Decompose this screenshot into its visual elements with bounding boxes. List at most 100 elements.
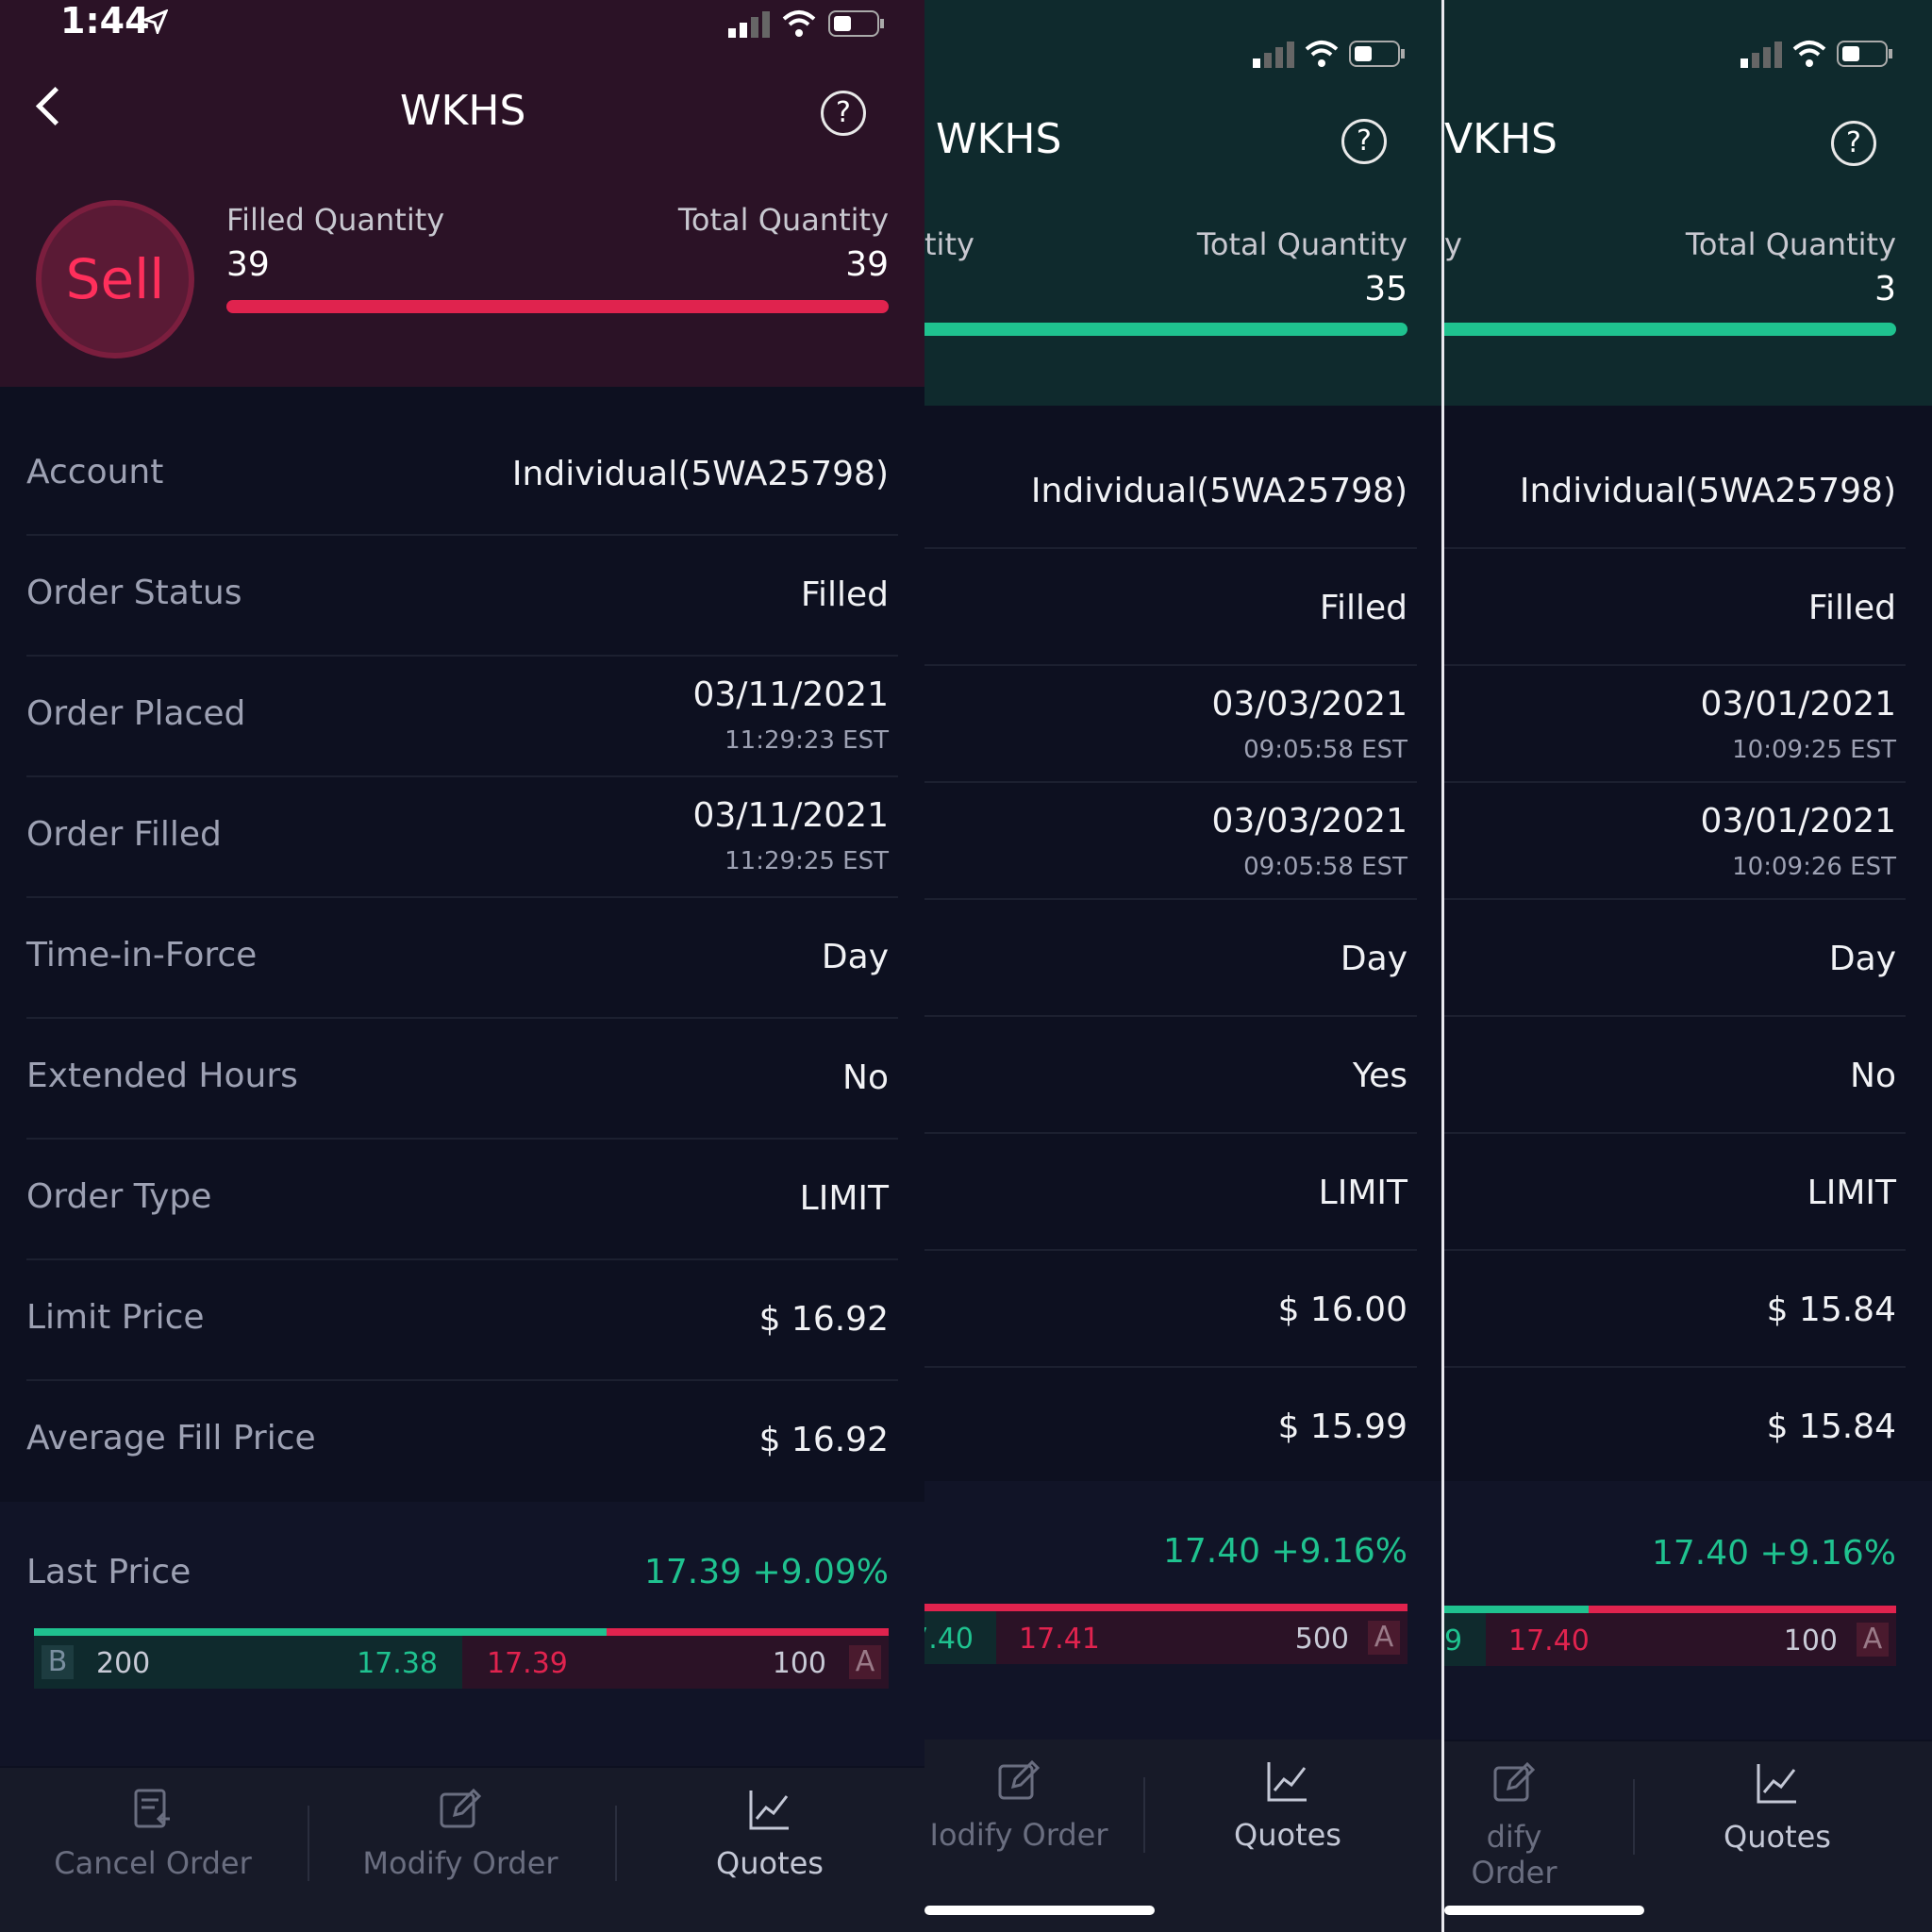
- fill-progress-bar: [924, 323, 1407, 336]
- ask-price: 17.39: [487, 1647, 568, 1680]
- row-account: Account Individual(5WA25798): [0, 415, 924, 536]
- row-divider: [1444, 1249, 1906, 1251]
- bid-size: 200: [96, 1647, 151, 1680]
- wifi-icon: [781, 9, 817, 38]
- quotes-label: Quotes: [1234, 1817, 1341, 1853]
- order-filled-date: 03/11/2021: [692, 796, 890, 835]
- average-fill-price-value: $ 15.84: [1766, 1407, 1896, 1446]
- order-filled-date: 03/01/2021: [1700, 802, 1897, 841]
- bid-price: 17.38: [357, 1647, 438, 1680]
- order-filled-date: 03/03/2021: [1211, 802, 1408, 841]
- last-price-value: 17.40 +9.16%: [1162, 1532, 1407, 1571]
- order-placed-time: 10:09:25 EST: [1732, 736, 1896, 764]
- order-detail-panel-sell: 1:44 WKHS ? Sell Filled Quantity 39 Tota…: [0, 0, 924, 1932]
- row-divider: [924, 898, 1417, 900]
- quote-section: 17.40 +9.16% 7.40 17.41 500 A: [924, 1481, 1443, 1740]
- account-value: Individual(5WA25798): [1030, 472, 1407, 510]
- battery-icon: [828, 9, 885, 38]
- ask-price: 17.40: [1508, 1624, 1590, 1657]
- bid-block: 7.40: [924, 1611, 996, 1664]
- row-limit-price: Limit Price $ 16.92: [0, 1260, 924, 1381]
- help-icon[interactable]: ?: [1341, 119, 1387, 164]
- chart-line-icon: [749, 1790, 789, 1830]
- bottom-action-bar: dify Order Quotes: [1444, 1741, 1932, 1932]
- order-status-value: Filled: [1319, 589, 1407, 627]
- home-indicator: [924, 1906, 1155, 1915]
- row-order-filled: Order Filled 03/11/2021 11:29:25 EST: [0, 777, 924, 898]
- location-arrow-icon: [141, 8, 169, 38]
- last-price-value: 17.39 +9.09%: [643, 1553, 889, 1591]
- limit-price-value: $ 16.92: [758, 1300, 889, 1339]
- wifi-icon: [1791, 40, 1827, 68]
- cancel-order-button[interactable]: Cancel Order: [38, 1787, 268, 1881]
- row-divider: [924, 547, 1417, 549]
- bid-ratio-fill: [1444, 1606, 1590, 1613]
- ask-size: 100: [772, 1647, 826, 1680]
- order-placed-date: 03/01/2021: [1700, 685, 1897, 724]
- row-divider: [1444, 664, 1906, 666]
- bid-block: 9: [1444, 1613, 1486, 1666]
- extended-hours-value: No: [842, 1058, 889, 1097]
- edit-icon: [1493, 1761, 1536, 1802]
- help-icon[interactable]: ?: [821, 91, 866, 136]
- row-order-status: Filled: [1444, 549, 1932, 666]
- quotes-button[interactable]: Quotes: [1179, 1758, 1396, 1853]
- row-order-filled: 03/01/2021 10:09:26 EST: [1444, 783, 1932, 900]
- row-divider: [924, 1249, 1417, 1251]
- order-placed-date: 03/11/2021: [692, 675, 890, 714]
- ask-tag: A: [1857, 1623, 1889, 1657]
- account-label: Account: [26, 453, 164, 491]
- row-order-type: LIMIT: [924, 1134, 1443, 1251]
- last-price-value: 17.40 +9.16%: [1651, 1534, 1896, 1573]
- modify-order-button[interactable]: Modify Order: [345, 1787, 575, 1881]
- row-divider: [1444, 1015, 1906, 1017]
- ask-block: 17.39 100 A: [462, 1636, 889, 1689]
- nav-divider: [615, 1806, 617, 1881]
- bottom-action-bar: Iodify Order Quotes: [924, 1740, 1443, 1932]
- total-quantity-value: 39: [845, 245, 889, 284]
- filled-quantity-label: Filled Quantity: [226, 202, 445, 238]
- ask-price: 17.41: [1019, 1623, 1100, 1656]
- total-quantity-label: Total Quantity: [1685, 226, 1896, 262]
- row-average-fill-price: $ 15.84: [1444, 1368, 1932, 1485]
- bid-ask-ratio-bar: [924, 1604, 1407, 1611]
- row-extended-hours: Extended Hours No: [0, 1019, 924, 1140]
- ask-size: 500: [1294, 1623, 1349, 1656]
- order-placed-time: 11:29:23 EST: [724, 726, 889, 755]
- row-order-filled: 03/03/2021 09:05:58 EST: [924, 783, 1443, 900]
- nav-divider: [1143, 1777, 1145, 1853]
- row-order-placed: 03/01/2021 10:09:25 EST: [1444, 666, 1932, 783]
- modify-order-label: Iodify Order: [929, 1817, 1108, 1853]
- row-divider: [26, 1017, 898, 1019]
- status-bar: 1:44: [0, 0, 924, 57]
- account-value: Individual(5WA25798): [1519, 472, 1896, 510]
- quotes-button[interactable]: Quotes: [1669, 1760, 1886, 1855]
- row-divider: [1444, 1366, 1906, 1368]
- quotes-button[interactable]: Quotes: [655, 1787, 885, 1881]
- cancel-order-icon: [134, 1789, 170, 1828]
- bid-price: 9: [1444, 1624, 1463, 1657]
- modify-order-button[interactable]: dify Order: [1444, 1760, 1584, 1890]
- average-fill-price-label: Average Fill Price: [26, 1419, 316, 1457]
- extended-hours-value: No: [1850, 1057, 1896, 1095]
- time-in-force-label: Time-in-Force: [26, 936, 258, 974]
- signal-icon: [728, 9, 772, 38]
- row-divider: [26, 534, 898, 536]
- page-title: WKHS: [400, 87, 526, 135]
- row-divider: [924, 664, 1417, 666]
- help-icon[interactable]: ?: [1831, 121, 1876, 166]
- modify-order-button[interactable]: Iodify Order: [924, 1758, 1113, 1853]
- quotes-label: Quotes: [716, 1845, 824, 1881]
- battery-icon: [1837, 40, 1893, 68]
- row-divider: [26, 655, 898, 657]
- average-fill-price-value: $ 16.92: [758, 1421, 889, 1459]
- extended-hours-value: Yes: [1352, 1057, 1407, 1095]
- home-indicator: [1444, 1906, 1644, 1915]
- order-type-value: LIMIT: [1807, 1174, 1896, 1212]
- row-divider: [924, 1132, 1417, 1134]
- page-title: WKHS: [936, 115, 1062, 163]
- bid-tag: B: [42, 1645, 74, 1679]
- order-placed-time: 09:05:58 EST: [1243, 736, 1407, 764]
- bid-price: 7.40: [924, 1623, 974, 1656]
- wifi-icon: [1304, 40, 1340, 68]
